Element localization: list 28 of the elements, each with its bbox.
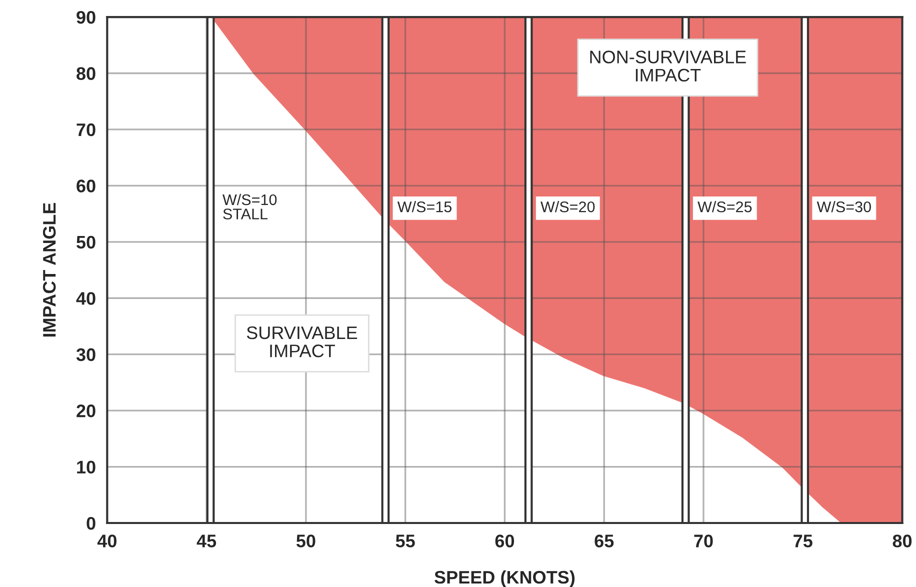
x-tick-label: 50 (296, 534, 316, 548)
y-tick-label: 80 (76, 67, 96, 80)
annotation: SURVIVABLE IMPACT (246, 326, 358, 358)
y-tick-label: 60 (76, 180, 96, 192)
y-axis-title: IMPACT ANGLE (42, 203, 56, 337)
y-tick-label: 90 (76, 10, 96, 24)
x-tick-label: 75 (794, 534, 812, 548)
annotation: W/S=30 (816, 201, 871, 212)
x-tick-label: 45 (196, 534, 216, 548)
annotation: W/S=20 (540, 201, 595, 212)
x-tick-label: 80 (892, 534, 912, 548)
x-tick-label: 70 (694, 534, 713, 548)
y-tick-label: 20 (76, 404, 96, 418)
x-axis-title: SPEED (KNOTS) (434, 570, 575, 587)
y-tick-label: 40 (76, 292, 96, 305)
y-tick-label: 10 (77, 460, 96, 474)
annotation: W/S=25 (698, 201, 752, 212)
annotation: W/S=15 (397, 201, 452, 212)
y-tick-label: 50 (76, 236, 96, 249)
x-tick-label: 65 (594, 534, 614, 548)
y-tick-label: 0 (86, 516, 96, 530)
annotation: NON-SURVIVABLE IMPACT (590, 50, 746, 82)
y-tick-label: 30 (76, 348, 96, 362)
x-tick-label: 55 (396, 534, 415, 548)
x-tick-label: 60 (495, 534, 514, 548)
annotation: W/S=10 STALL (222, 194, 277, 220)
y-tick-label: 70 (76, 123, 96, 136)
x-tick-label: 40 (97, 534, 116, 548)
